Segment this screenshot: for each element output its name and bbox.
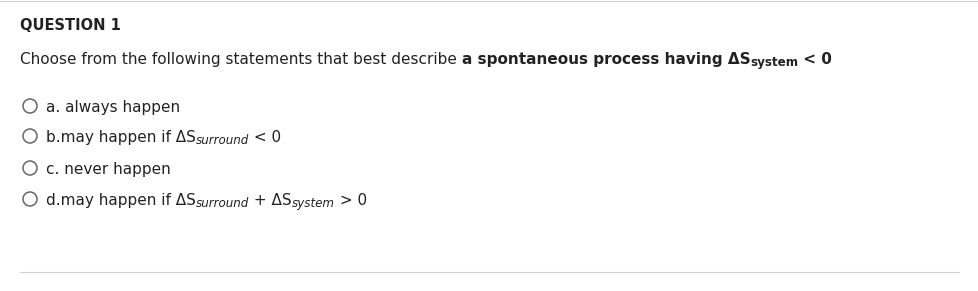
Text: a spontaneous process having ΔS: a spontaneous process having ΔS: [462, 52, 749, 67]
Text: < 0: < 0: [248, 130, 281, 145]
Text: surround: surround: [196, 197, 248, 210]
Text: < 0: < 0: [798, 52, 831, 67]
Text: a. always happen: a. always happen: [46, 100, 180, 115]
Text: system: system: [749, 56, 798, 69]
Text: Choose from the following statements that best describe: Choose from the following statements tha…: [20, 52, 462, 67]
Text: > 0: > 0: [334, 193, 367, 208]
Text: + ΔS: + ΔS: [248, 193, 291, 208]
Text: d.may happen if ΔS: d.may happen if ΔS: [46, 193, 196, 208]
Text: system: system: [291, 197, 334, 210]
Text: c. never happen: c. never happen: [46, 162, 170, 177]
Text: surround: surround: [196, 134, 248, 147]
Text: QUESTION 1: QUESTION 1: [20, 18, 120, 33]
Text: b.may happen if ΔS: b.may happen if ΔS: [46, 130, 196, 145]
